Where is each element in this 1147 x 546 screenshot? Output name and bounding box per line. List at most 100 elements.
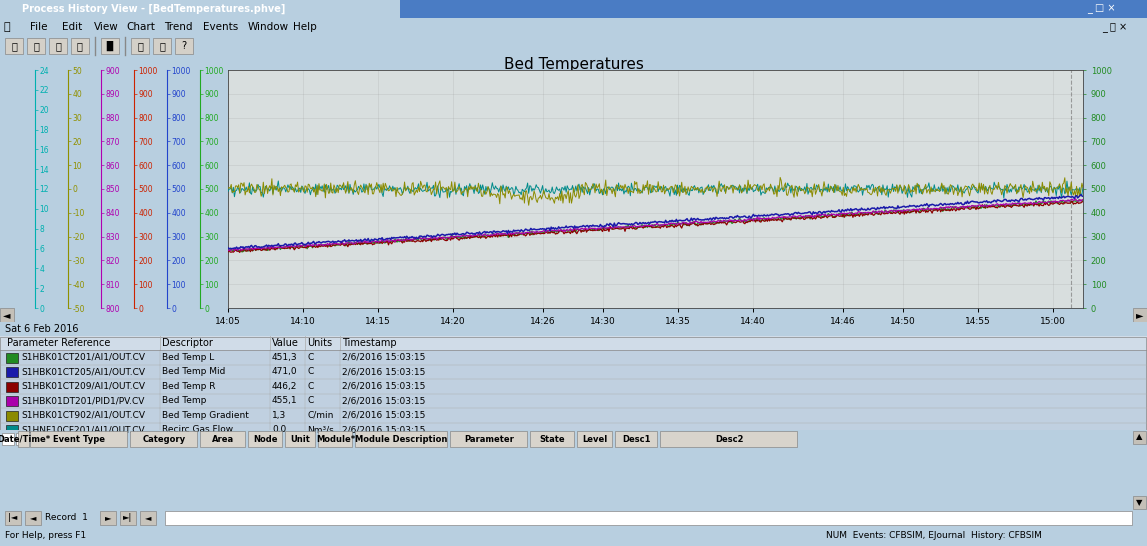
Bar xyxy=(0,365,1147,379)
Text: 📄: 📄 xyxy=(11,41,17,51)
Bar xyxy=(30,431,127,447)
Text: 📂: 📂 xyxy=(33,41,39,51)
Text: Node: Node xyxy=(253,435,278,443)
Text: Bed Temperatures: Bed Temperatures xyxy=(504,56,643,72)
Text: Bed Temp Gradient: Bed Temp Gradient xyxy=(162,411,249,420)
Bar xyxy=(100,511,116,525)
Text: Level: Level xyxy=(583,435,608,443)
Text: 🔑: 🔑 xyxy=(159,41,165,51)
Text: S1HNF10CF201/AI1/OUT.CV: S1HNF10CF201/AI1/OUT.CV xyxy=(21,425,145,434)
Text: Trend: Trend xyxy=(164,22,193,32)
Bar xyxy=(71,38,89,54)
Bar xyxy=(577,431,612,447)
Text: Chart: Chart xyxy=(126,22,155,32)
Bar xyxy=(0,394,1147,408)
Bar xyxy=(0,350,1147,365)
Bar xyxy=(131,38,149,54)
Text: Desc1: Desc1 xyxy=(623,435,650,443)
Text: ►: ► xyxy=(104,513,111,523)
Text: 1,3: 1,3 xyxy=(272,411,287,420)
Bar xyxy=(25,511,41,525)
Text: S1HBK01CT902/AI1/OUT.CV: S1HBK01CT902/AI1/OUT.CV xyxy=(21,411,145,420)
Text: ◄: ◄ xyxy=(145,513,151,523)
Bar xyxy=(6,411,18,420)
Bar xyxy=(200,431,245,447)
Text: _ 🗗 ×: _ 🗗 × xyxy=(1102,22,1128,32)
Text: 🖹: 🖹 xyxy=(3,22,9,32)
Bar xyxy=(175,38,193,54)
Text: Date/Time*: Date/Time* xyxy=(0,435,50,443)
Bar xyxy=(6,367,18,377)
Bar xyxy=(18,431,29,447)
Bar xyxy=(248,431,282,447)
Text: NUM  Events: CFBSIM, EJournal  History: CFBSIM: NUM Events: CFBSIM, EJournal History: CF… xyxy=(826,531,1041,541)
Bar xyxy=(140,511,156,525)
Bar xyxy=(5,511,21,525)
Text: 💾: 💾 xyxy=(55,41,61,51)
Text: Bed Temp L: Bed Temp L xyxy=(162,353,214,362)
Text: |◄: |◄ xyxy=(8,513,17,523)
Text: 🌿: 🌿 xyxy=(136,41,143,51)
Bar xyxy=(28,38,45,54)
Text: C: C xyxy=(307,367,313,376)
Bar xyxy=(1133,496,1146,509)
Text: 471,0: 471,0 xyxy=(272,367,297,376)
Text: Recirc Gas Flow: Recirc Gas Flow xyxy=(162,425,233,434)
Text: S1HBK01CT201/AI1/OUT.CV: S1HBK01CT201/AI1/OUT.CV xyxy=(21,353,145,362)
Bar xyxy=(1133,431,1146,444)
Text: 2/6/2016 15:03:15: 2/6/2016 15:03:15 xyxy=(342,382,426,391)
Text: C: C xyxy=(307,353,313,362)
Text: ►: ► xyxy=(1137,310,1144,320)
Text: Category: Category xyxy=(142,435,186,443)
Text: Module Description: Module Description xyxy=(356,435,447,443)
Text: ◄: ◄ xyxy=(3,310,10,320)
Text: Value: Value xyxy=(272,338,299,348)
Text: 451,3: 451,3 xyxy=(272,353,297,362)
Bar xyxy=(153,38,171,54)
Text: Window: Window xyxy=(248,22,289,32)
Text: Record  1: Record 1 xyxy=(45,513,88,523)
Bar xyxy=(530,431,574,447)
Text: 446,2: 446,2 xyxy=(272,382,297,391)
Bar xyxy=(2,433,14,445)
Bar xyxy=(6,353,18,363)
Text: C: C xyxy=(307,382,313,391)
Bar xyxy=(6,425,18,435)
Text: 2/6/2016 15:03:15: 2/6/2016 15:03:15 xyxy=(342,353,426,362)
Text: 2/6/2016 15:03:15: 2/6/2016 15:03:15 xyxy=(342,425,426,434)
Text: C: C xyxy=(307,396,313,405)
Text: Units: Units xyxy=(307,338,333,348)
Text: Bed Temp R: Bed Temp R xyxy=(162,382,216,391)
Text: Help: Help xyxy=(292,22,317,32)
Bar xyxy=(120,511,136,525)
Bar xyxy=(6,382,18,391)
Text: Descriptor: Descriptor xyxy=(162,338,213,348)
Text: ▲: ▲ xyxy=(1137,432,1142,442)
Text: 2/6/2016 15:03:15: 2/6/2016 15:03:15 xyxy=(342,396,426,405)
Text: _ □ ×: _ □ × xyxy=(1087,4,1116,14)
Text: Timestamp: Timestamp xyxy=(342,338,397,348)
Bar xyxy=(0,336,1147,350)
Bar xyxy=(16,433,28,445)
Text: S1HBK01CT205/AI1/OUT.CV: S1HBK01CT205/AI1/OUT.CV xyxy=(21,367,145,376)
Text: ▐▌: ▐▌ xyxy=(102,41,117,51)
Text: Nm³/s: Nm³/s xyxy=(307,425,334,434)
Text: Edit: Edit xyxy=(62,22,83,32)
Text: For Help, press F1: For Help, press F1 xyxy=(5,531,86,541)
Text: Module*: Module* xyxy=(315,435,356,443)
Bar xyxy=(1133,308,1147,322)
Text: Sat 6 Feb 2016: Sat 6 Feb 2016 xyxy=(5,324,78,334)
Bar xyxy=(450,431,526,447)
Text: Bed Temp Mid: Bed Temp Mid xyxy=(162,367,225,376)
Text: ►|: ►| xyxy=(124,513,133,523)
Text: 0,0: 0,0 xyxy=(272,425,287,434)
Bar xyxy=(356,431,447,447)
Text: Area: Area xyxy=(212,435,234,443)
Text: Desc2: Desc2 xyxy=(715,435,743,443)
Text: Unit: Unit xyxy=(290,435,311,443)
Text: S1HBK01CT209/AI1/OUT.CV: S1HBK01CT209/AI1/OUT.CV xyxy=(21,382,145,391)
Text: C/min: C/min xyxy=(307,411,334,420)
Text: ?: ? xyxy=(181,41,187,51)
Bar xyxy=(6,396,18,406)
Text: 🖥️: 🖥️ xyxy=(77,41,83,51)
